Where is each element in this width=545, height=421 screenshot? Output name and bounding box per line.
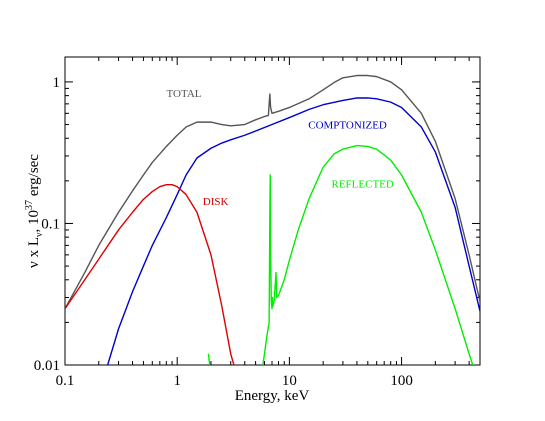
x-tick-label: 1 <box>173 373 181 389</box>
x-tick-label: 100 <box>390 373 413 389</box>
y-axis-label-prefix: ν x L <box>26 237 42 268</box>
y-axis-label-sub: ν <box>34 232 45 237</box>
series-label-comptonized: COMPTONIZED <box>308 119 387 131</box>
y-tick-labels: 0.01 0.1 1 <box>34 75 60 374</box>
series-line-comptonized <box>106 97 480 365</box>
series-line-total <box>65 74 480 310</box>
y-tick-label: 1 <box>53 75 61 91</box>
y-axis-label: ν x Lν, 1037 erg/sec <box>24 154 45 268</box>
series-label-disk: DISK <box>203 196 229 208</box>
series-line-disk <box>65 183 235 365</box>
x-tick-labels: 0.1 1 10 100 <box>56 373 413 389</box>
x-tick-label: 10 <box>282 373 297 389</box>
x-axis-label: Energy, keV <box>235 388 310 404</box>
series-label-reflected: REFLECTED <box>332 178 394 190</box>
plot-frame <box>64 56 481 366</box>
series-label-total: TOTAL <box>167 88 202 100</box>
y-tick-label: 0.01 <box>34 358 60 374</box>
series-curves <box>65 74 480 365</box>
series-line-reflected <box>262 144 474 365</box>
series-labels: TOTAL COMPTONIZED DISK REFLECTED <box>167 88 394 208</box>
x-tick-label: 0.1 <box>56 373 75 389</box>
series-line-reflected-fragment <box>207 353 211 365</box>
y-axis-label-mid: , 10 <box>26 210 42 233</box>
y-tick-label: 0.1 <box>41 216 60 232</box>
y-axis-label-suffix: erg/sec <box>26 154 42 200</box>
axis-ticks <box>64 57 481 366</box>
y-axis-label-sup: 37 <box>24 200 35 210</box>
